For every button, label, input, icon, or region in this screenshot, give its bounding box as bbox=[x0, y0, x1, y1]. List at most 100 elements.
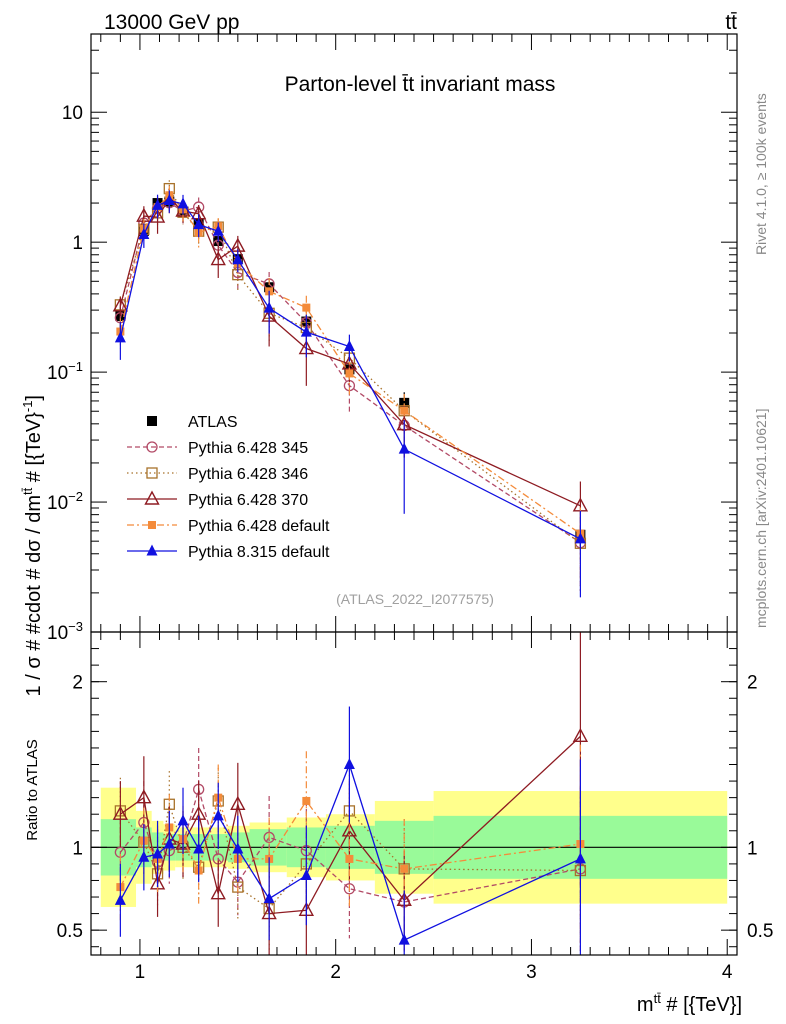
legend-marker bbox=[147, 416, 157, 426]
ratio-point bbox=[138, 850, 150, 862]
legend-label: ATLAS bbox=[188, 414, 238, 431]
marker-triangle bbox=[300, 325, 312, 337]
marker-triangle bbox=[398, 933, 410, 945]
marker-triangle-open bbox=[230, 795, 246, 810]
legend-label: Pythia 6.428 346 bbox=[188, 466, 308, 483]
x-tick-label: 4 bbox=[722, 962, 733, 983]
ratio-point bbox=[398, 933, 410, 945]
header-process: tt̄ bbox=[725, 11, 737, 34]
marker-square-small bbox=[400, 864, 409, 873]
marker-triangle bbox=[300, 868, 312, 880]
ratio-point bbox=[400, 864, 409, 873]
legend-label: Pythia 6.428 345 bbox=[188, 440, 308, 457]
marker-square bbox=[399, 397, 410, 408]
marker-square-open bbox=[146, 467, 158, 479]
y-tick-label: 10−1 bbox=[47, 359, 83, 384]
marker-square-small bbox=[345, 854, 354, 863]
y-tick-label: 1 bbox=[72, 233, 83, 254]
marker-triangle-open bbox=[144, 490, 160, 505]
marker-triangle bbox=[138, 227, 150, 239]
ratio-point bbox=[300, 868, 312, 880]
marker-triangle bbox=[232, 842, 244, 854]
marker-triangle bbox=[114, 331, 126, 343]
ratio-point bbox=[114, 893, 126, 905]
x-tick-label: 1 bbox=[135, 962, 146, 983]
ratio-point bbox=[572, 727, 589, 743]
marker-triangle bbox=[193, 842, 205, 854]
marker-triangle bbox=[343, 758, 355, 770]
ratio-tick-label-right: 0.5 bbox=[747, 921, 773, 942]
ratio-axes: 0.5 0.5 1 1 2 2 1 2 3 4 bbox=[57, 632, 773, 983]
legend-marker bbox=[146, 441, 158, 453]
ratio-point bbox=[343, 758, 355, 770]
data-point bbox=[398, 442, 410, 454]
ratio-tick-label-right: 2 bbox=[747, 673, 758, 694]
ratio-tick-label-right: 1 bbox=[747, 838, 758, 859]
x-tick-label: 2 bbox=[330, 962, 341, 983]
y-tick-label: 10 bbox=[62, 103, 83, 124]
ratio-point bbox=[136, 789, 152, 804]
marker-triangle bbox=[398, 442, 410, 454]
marker-square-small bbox=[345, 369, 354, 378]
ratio-point bbox=[232, 842, 244, 854]
data-point bbox=[152, 198, 164, 210]
marker-triangle bbox=[212, 224, 224, 236]
marker-square bbox=[147, 416, 157, 426]
data-point bbox=[343, 339, 355, 351]
header-energy: 13000 GeV pp bbox=[104, 11, 239, 34]
ratio-point bbox=[163, 837, 175, 849]
ratio-point bbox=[574, 852, 586, 864]
marker-triangle bbox=[574, 532, 586, 544]
mcplots-label: mcplots.cern.ch [arXiv:2401.10621] bbox=[753, 409, 769, 628]
marker-triangle bbox=[146, 544, 158, 556]
legend-marker bbox=[146, 544, 158, 556]
marker-triangle-open bbox=[136, 789, 152, 804]
marker-triangle-open bbox=[210, 251, 226, 266]
marker-triangle bbox=[574, 852, 586, 864]
marker-triangle bbox=[343, 339, 355, 351]
data-point bbox=[263, 301, 275, 313]
data-point bbox=[574, 532, 586, 544]
marker-square-small bbox=[302, 303, 311, 312]
data-point bbox=[177, 197, 189, 209]
marker-triangle bbox=[193, 218, 205, 230]
marker-triangle-open bbox=[210, 885, 226, 900]
main-axes: 10−3 10−2 10−1 1 10 bbox=[47, 33, 737, 644]
marker-circle-open bbox=[343, 883, 356, 895]
ratio-point bbox=[212, 809, 224, 821]
ratio-tick-label: 0.5 bbox=[57, 921, 83, 942]
marker-triangle bbox=[152, 847, 164, 859]
ratio-point bbox=[152, 847, 164, 859]
chart-title: Parton-level t̄t invariant mass bbox=[285, 73, 556, 96]
data-point bbox=[300, 325, 312, 337]
ratio-axis-title: Ratio to ATLAS bbox=[24, 739, 41, 840]
ratio-series-layer bbox=[112, 632, 589, 955]
ratio-point bbox=[263, 831, 275, 844]
marker-triangle bbox=[177, 197, 189, 209]
marker-triangle bbox=[138, 850, 150, 862]
ratio-point bbox=[263, 892, 275, 904]
main-frame bbox=[90, 33, 738, 633]
ratio-point bbox=[112, 805, 129, 820]
data-point bbox=[112, 297, 129, 312]
marker-triangle bbox=[263, 301, 275, 313]
marker-triangle-open bbox=[112, 805, 129, 820]
data-point bbox=[400, 406, 409, 415]
legend-label: Pythia 6.428 370 bbox=[188, 492, 308, 509]
marker-square bbox=[264, 282, 275, 293]
y-tick-label: 10−3 bbox=[47, 619, 83, 644]
marker-triangle bbox=[232, 253, 244, 265]
data-point bbox=[149, 208, 166, 223]
marker-triangle bbox=[152, 198, 164, 210]
marker-circle-open bbox=[146, 441, 158, 453]
x-tick-label: 3 bbox=[526, 962, 537, 983]
data-point bbox=[399, 397, 410, 408]
data-point bbox=[163, 194, 175, 206]
marker-square-small bbox=[148, 521, 156, 529]
ratio-point bbox=[230, 795, 246, 810]
data-point bbox=[302, 303, 311, 312]
data-point bbox=[232, 253, 244, 265]
series-line-3 bbox=[119, 197, 581, 507]
legend-label: Pythia 6.428 default bbox=[188, 518, 330, 535]
